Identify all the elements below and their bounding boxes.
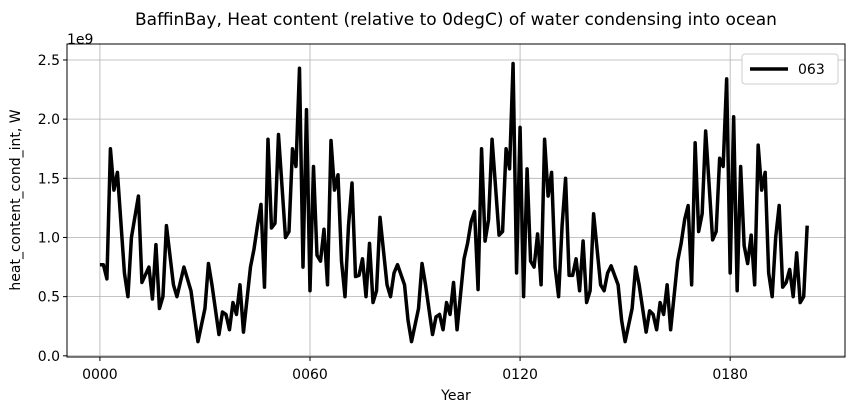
y-tick-label: 2.5 <box>38 53 60 69</box>
x-tick-label: 0120 <box>502 367 538 383</box>
y-axis-label: heat_content_cond_int, W <box>8 109 24 290</box>
x-axis-label: Year <box>440 388 471 404</box>
y-tick-label: 1.0 <box>38 230 60 246</box>
y-tick-label: 0.0 <box>38 349 60 365</box>
legend-label: 063 <box>798 62 825 78</box>
plot-frame <box>66 43 846 358</box>
legend-box <box>741 53 839 85</box>
y-tick-label: 0.5 <box>38 290 60 306</box>
y-tick-label: 1.5 <box>38 171 60 187</box>
x-tick-label: 0180 <box>712 367 748 383</box>
x-tick-label: 0060 <box>292 367 328 383</box>
x-tick-label: 0000 <box>82 367 118 383</box>
chart-title: BaffinBay, Heat content (relative to 0de… <box>135 10 777 30</box>
y-tick-label: 2.0 <box>38 112 60 128</box>
y-offset-label: 1e9 <box>67 32 93 48</box>
line-series <box>99 61 809 344</box>
